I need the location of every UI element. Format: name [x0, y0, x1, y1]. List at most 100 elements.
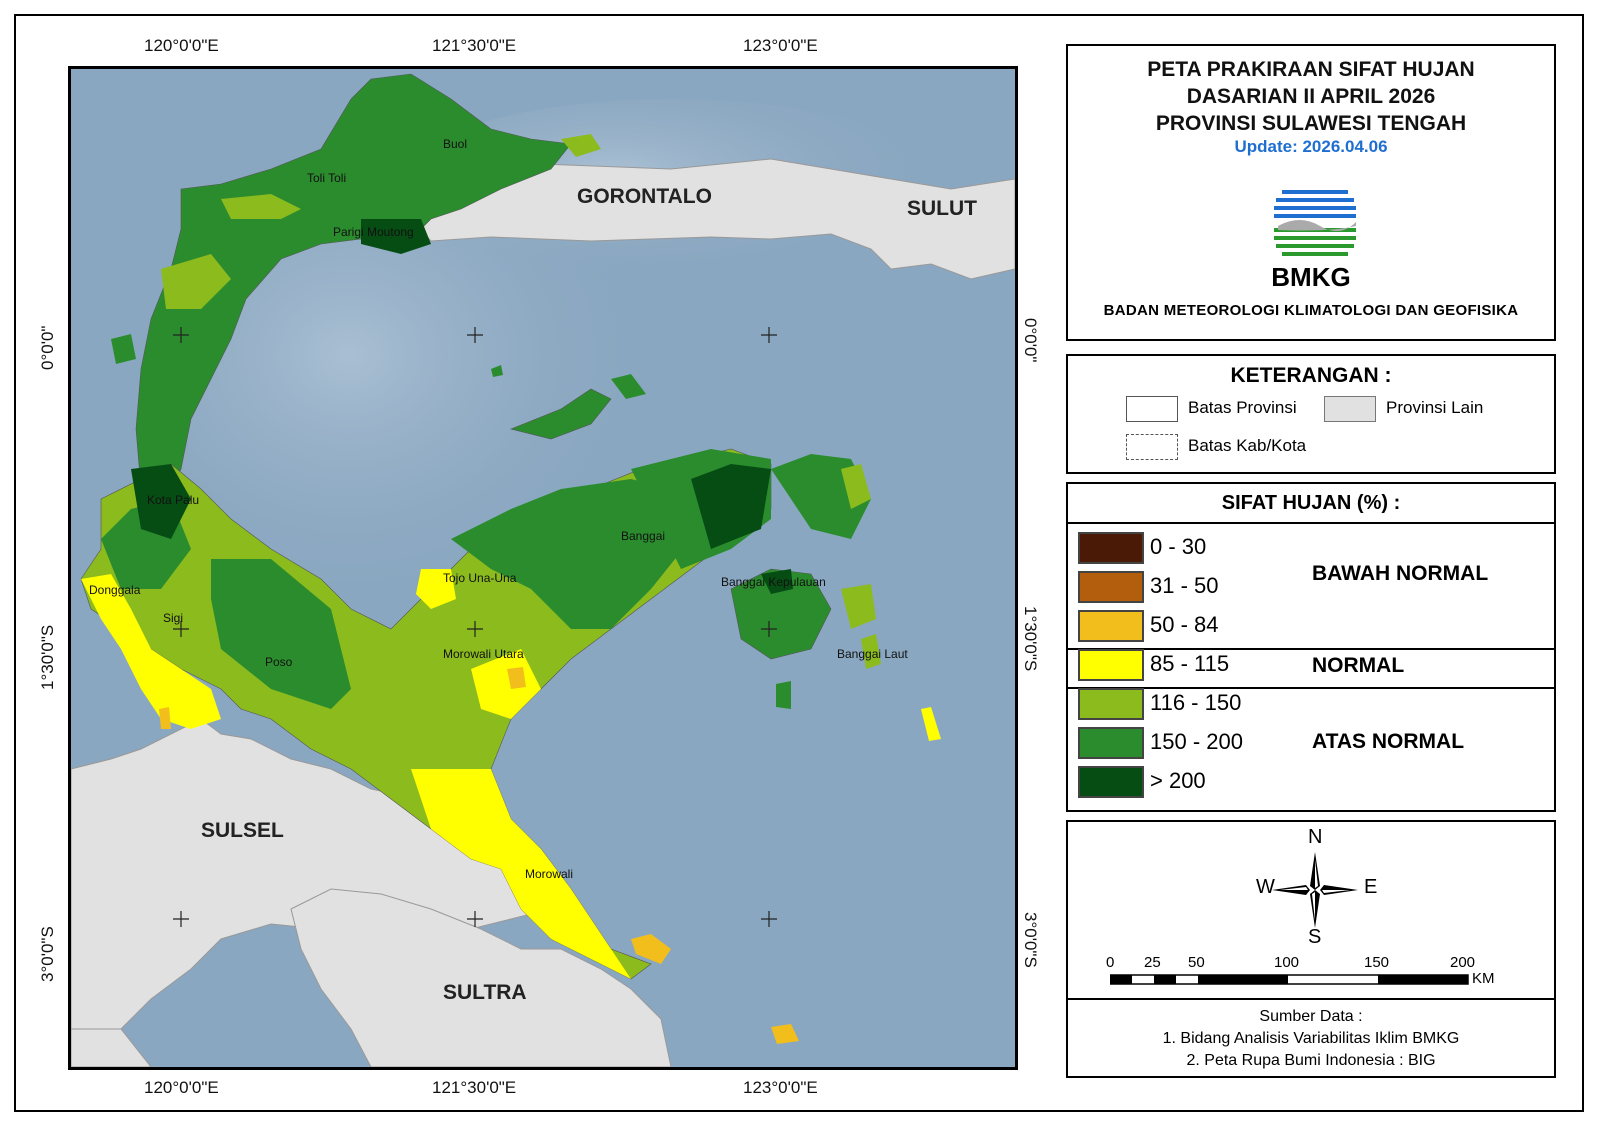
- divider-normal-bottom: [1068, 687, 1554, 689]
- morowali-utara-below: [507, 667, 526, 689]
- bmkg-logo-icon: [1273, 183, 1357, 267]
- coord-top-120: 120°0'0"E: [144, 36, 219, 55]
- label-parigi-moutong: Parigi Moutong: [333, 225, 414, 239]
- una-una-island: [491, 365, 503, 377]
- graticule-crosses: [173, 327, 777, 927]
- swatch-116-150: [1078, 688, 1144, 720]
- range-50-84: 50 - 84: [1150, 612, 1219, 637]
- sources-line2: 2. Peta Rupa Bumi Indonesia : BIG: [1186, 1052, 1436, 1069]
- label-donggala: Donggala: [89, 583, 141, 597]
- label-banggai-kepulauan: Banggai Kepulauan: [721, 575, 826, 589]
- label-gorontalo: GORONTALO: [577, 185, 712, 208]
- banggai-kepulauan-heavy: [761, 569, 793, 594]
- provinsi-lain-swatch: [1324, 396, 1376, 422]
- tojo-banggai-wet: [451, 479, 691, 629]
- label-sulsel: SULSEL: [201, 819, 284, 842]
- label-kota-palu: Kota Palu: [147, 493, 200, 507]
- range-31-50: 31 - 50: [1150, 573, 1219, 598]
- outer-frame: [14, 14, 1584, 1112]
- south-island-below: [771, 1024, 799, 1044]
- category-bawah-normal: BAWAH NORMAL: [1312, 562, 1489, 585]
- label-banggai-laut: Banggai Laut: [837, 647, 908, 661]
- range-85-115: 85 - 115: [1150, 651, 1230, 676]
- parigi-moutong-heavy: [361, 219, 431, 254]
- scale-tick-150: 150: [1364, 954, 1390, 971]
- swatch-50-84: [1078, 610, 1144, 642]
- map-frame: GORONTALO SULUT SULSEL SULTRA Buol Toli …: [68, 66, 1018, 1070]
- banggai-east-moderate: [841, 464, 871, 509]
- divider-normal-top: [1068, 648, 1554, 650]
- swatch-85-115: [1078, 649, 1144, 681]
- coord-bottom-120: 120°0'0"E: [144, 1078, 219, 1097]
- coord-right-1-30: 1°30'0"S: [1021, 606, 1040, 672]
- compass-n-label: N: [1308, 826, 1323, 848]
- title-panel: PETA PRAKIRAAN SIFAT HUJAN DASARIAN II A…: [1066, 44, 1556, 341]
- sources-divider: [1068, 998, 1554, 1000]
- compass-w-label: W: [1256, 876, 1275, 898]
- batas-kab-swatch: [1126, 434, 1178, 460]
- kota-palu-heavy: [131, 464, 191, 539]
- batas-provinsi-swatch: [1126, 396, 1178, 422]
- coord-bottom-123: 123°0'0"E: [743, 1078, 818, 1097]
- sources-line1: 1. Bidang Analisis Variabilitas Iklim BM…: [1162, 1030, 1460, 1047]
- south-banggai-normal: [921, 707, 941, 741]
- scale-tick-50: 50: [1188, 954, 1205, 971]
- label-sulut: SULUT: [907, 197, 977, 220]
- scale-tick-200: 200: [1450, 954, 1476, 971]
- sigi-below: [159, 707, 171, 729]
- sulsel-south: [71, 1028, 152, 1067]
- northern-arm-moderate: [221, 194, 301, 219]
- label-tojo-una-una: Tojo Una-Una: [443, 571, 517, 585]
- morowali-normal: [411, 769, 631, 979]
- label-morowali: Morowali: [525, 867, 574, 881]
- label-morowali-utara: Morowali Utara: [443, 647, 524, 661]
- compass-e-label: E: [1364, 876, 1378, 898]
- agency-name: BADAN METEOROLOGI KLIMATOLOGI DAN GEOFIS…: [1103, 302, 1519, 319]
- map-title-line2: DASARIAN II APRIL 2026: [1186, 85, 1436, 108]
- togean-east: [611, 374, 646, 399]
- donggala-normal: [81, 574, 221, 729]
- range-116-150: 116 - 150: [1150, 690, 1242, 715]
- keterangan-panel: KETERANGAN : Batas Provinsi Provinsi Lai…: [1066, 354, 1556, 474]
- category-atas-normal: ATAS NORMAL: [1312, 730, 1465, 753]
- compass-scale-panel: N S W E 0 25 50 100 150 200 KM Sumber Da…: [1066, 820, 1556, 1078]
- north-arrow-icon: [1272, 852, 1358, 928]
- map-title-line1: PETA PRAKIRAAN SIFAT HUJAN: [1147, 58, 1475, 81]
- coord-bottom-121-30: 121°30'0"E: [432, 1078, 517, 1097]
- label-buol: Buol: [443, 137, 468, 151]
- swatch-31-50: [1078, 571, 1144, 603]
- map-canvas: [71, 69, 1015, 1067]
- banggai-laut-island: [841, 584, 876, 629]
- bmkg-logo-text: BMKG: [1271, 262, 1351, 292]
- coord-left-0: 0°0'0": [38, 325, 57, 370]
- sources-title: Sumber Data :: [1259, 1008, 1363, 1025]
- range-150-200: 150 - 200: [1150, 729, 1243, 754]
- coord-right-0: 0°0'0": [1021, 318, 1040, 363]
- swatch-0-30: [1078, 532, 1144, 564]
- batas-kab-label: Batas Kab/Kota: [1188, 436, 1307, 455]
- coord-top-123: 123°0'0"E: [743, 36, 818, 55]
- range-over-200: > 200: [1150, 768, 1206, 793]
- tojo-normal: [416, 569, 456, 609]
- range-0-30: 0 - 30: [1150, 534, 1207, 559]
- update-date: Update: 2026.04.06: [1234, 137, 1388, 156]
- label-banggai: Banggai: [621, 529, 666, 543]
- peleng-small-island: [776, 681, 791, 709]
- banggai-laut-small: [861, 634, 881, 669]
- swatch-over-200: [1078, 766, 1144, 798]
- label-sigi: Sigi: [163, 611, 184, 625]
- category-normal: NORMAL: [1312, 654, 1405, 677]
- compass-s-label: S: [1308, 926, 1322, 948]
- label-sultra: SULTRA: [443, 981, 527, 1004]
- scale-bar: [1110, 974, 1469, 985]
- map-title-line3: PROVINSI SULAWESI TENGAH: [1155, 112, 1467, 135]
- scale-tick-25: 25: [1144, 954, 1161, 971]
- morowali-southeast-below: [631, 934, 671, 964]
- banggai-kepulauan-island: [730, 568, 832, 660]
- batas-provinsi-label: Batas Provinsi: [1188, 398, 1297, 417]
- label-poso: Poso: [265, 655, 293, 669]
- scale-unit: KM: [1472, 970, 1495, 987]
- provinsi-lain-label: Provinsi Lain: [1386, 398, 1484, 417]
- scale-tick-0: 0: [1106, 954, 1115, 971]
- label-tolitoli: Toli Toli: [307, 171, 347, 185]
